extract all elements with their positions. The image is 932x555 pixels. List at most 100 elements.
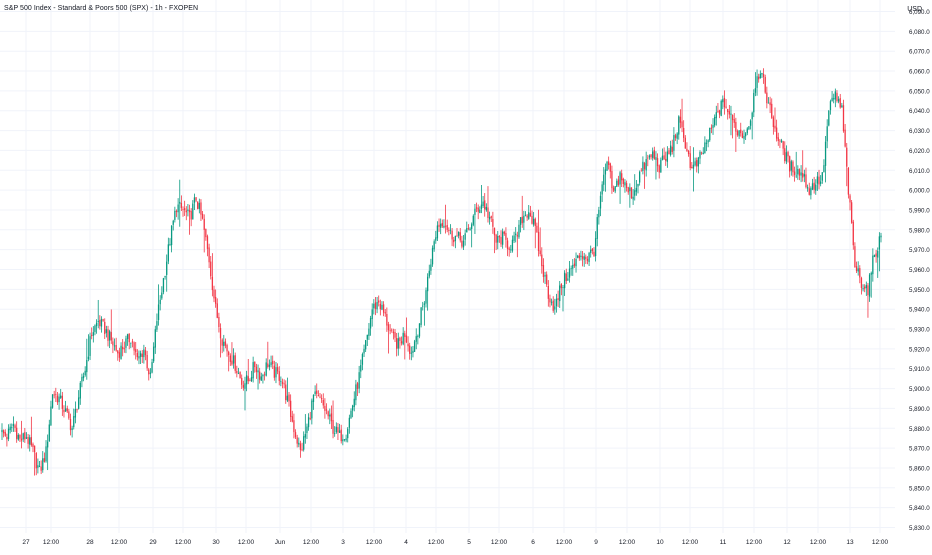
candle xyxy=(175,209,178,218)
candle xyxy=(740,122,742,137)
candle xyxy=(557,290,559,308)
candle xyxy=(122,339,124,357)
candle xyxy=(174,206,176,223)
candle xyxy=(717,103,719,113)
candle xyxy=(365,339,367,353)
candle xyxy=(722,95,724,110)
candle xyxy=(108,329,111,348)
candle xyxy=(611,165,613,194)
candle xyxy=(161,286,163,300)
candle xyxy=(340,424,342,444)
candle xyxy=(751,111,753,140)
candle xyxy=(117,350,119,361)
candle xyxy=(14,423,16,433)
candle xyxy=(762,68,765,84)
candle xyxy=(170,225,173,253)
candle xyxy=(872,248,874,282)
candle xyxy=(665,151,667,166)
candle xyxy=(880,232,882,243)
candle xyxy=(767,97,770,104)
candle xyxy=(27,434,29,449)
candle xyxy=(193,193,196,210)
candle xyxy=(707,139,709,148)
candle xyxy=(19,434,21,442)
price-tick-label: 5,900.0 xyxy=(909,386,930,393)
candle xyxy=(764,74,766,94)
candle xyxy=(482,196,484,208)
candle xyxy=(91,327,93,340)
candle xyxy=(146,350,148,371)
candle xyxy=(663,147,665,160)
candle xyxy=(247,358,249,385)
candle xyxy=(208,243,210,269)
candle xyxy=(319,393,321,399)
candle xyxy=(673,127,675,158)
candle xyxy=(188,204,191,235)
time-tick-label: 30 xyxy=(212,539,220,546)
candle xyxy=(728,104,730,119)
candle xyxy=(810,186,812,200)
candle xyxy=(74,401,77,424)
candle xyxy=(570,265,572,276)
candle xyxy=(61,391,63,416)
candle xyxy=(687,149,690,157)
candle xyxy=(573,258,576,268)
candle xyxy=(2,429,5,438)
candle xyxy=(554,298,556,315)
candle xyxy=(422,301,424,311)
candle xyxy=(350,408,352,419)
candle xyxy=(749,119,752,130)
candle xyxy=(616,178,618,188)
candle xyxy=(37,458,39,474)
candle xyxy=(259,367,261,384)
candle xyxy=(485,203,487,212)
candle xyxy=(565,268,567,285)
time-axis: 27 12:00 28 12:00 29 12:00 30 12:00 Jun 12:00 3 12:… xyxy=(22,539,888,546)
time-tick-label: Jun xyxy=(275,539,286,546)
candle xyxy=(746,127,748,136)
candle xyxy=(94,324,96,336)
candle xyxy=(837,96,840,104)
candle xyxy=(228,350,230,372)
price-tick-label: 5,850.0 xyxy=(909,485,930,492)
candle xyxy=(291,410,293,423)
candle xyxy=(660,157,662,173)
candle xyxy=(769,96,771,114)
candle xyxy=(741,130,744,139)
candle xyxy=(413,339,416,352)
candle xyxy=(141,350,143,364)
candle xyxy=(782,140,784,156)
candle xyxy=(86,338,88,380)
candle xyxy=(133,341,135,356)
candle xyxy=(149,368,152,379)
candle xyxy=(81,373,83,388)
candle xyxy=(647,154,649,167)
price-tick-label: 6,060.0 xyxy=(909,69,930,76)
candle xyxy=(283,379,285,389)
candle xyxy=(498,235,501,243)
candle xyxy=(347,427,349,443)
candle xyxy=(172,219,174,231)
candle xyxy=(40,460,42,475)
time-tick-label: 12:00 xyxy=(682,539,699,546)
candle xyxy=(373,299,375,315)
candle xyxy=(811,178,814,191)
price-tick-label: 5,960.0 xyxy=(909,267,930,274)
candle xyxy=(25,432,28,440)
candle xyxy=(513,231,515,243)
candle xyxy=(547,280,549,307)
candle xyxy=(192,200,194,220)
time-tick-label: 3 xyxy=(341,539,345,546)
time-tick-label: 12:00 xyxy=(366,539,383,546)
candle xyxy=(64,400,67,412)
candle xyxy=(102,318,104,322)
candle xyxy=(826,119,828,149)
time-tick-label: 12:00 xyxy=(43,539,60,546)
candle xyxy=(493,227,496,254)
candle xyxy=(123,341,125,353)
candle xyxy=(16,421,18,443)
candle xyxy=(748,126,750,130)
price-tick-label: 6,080.0 xyxy=(909,29,930,36)
candle xyxy=(73,408,75,430)
